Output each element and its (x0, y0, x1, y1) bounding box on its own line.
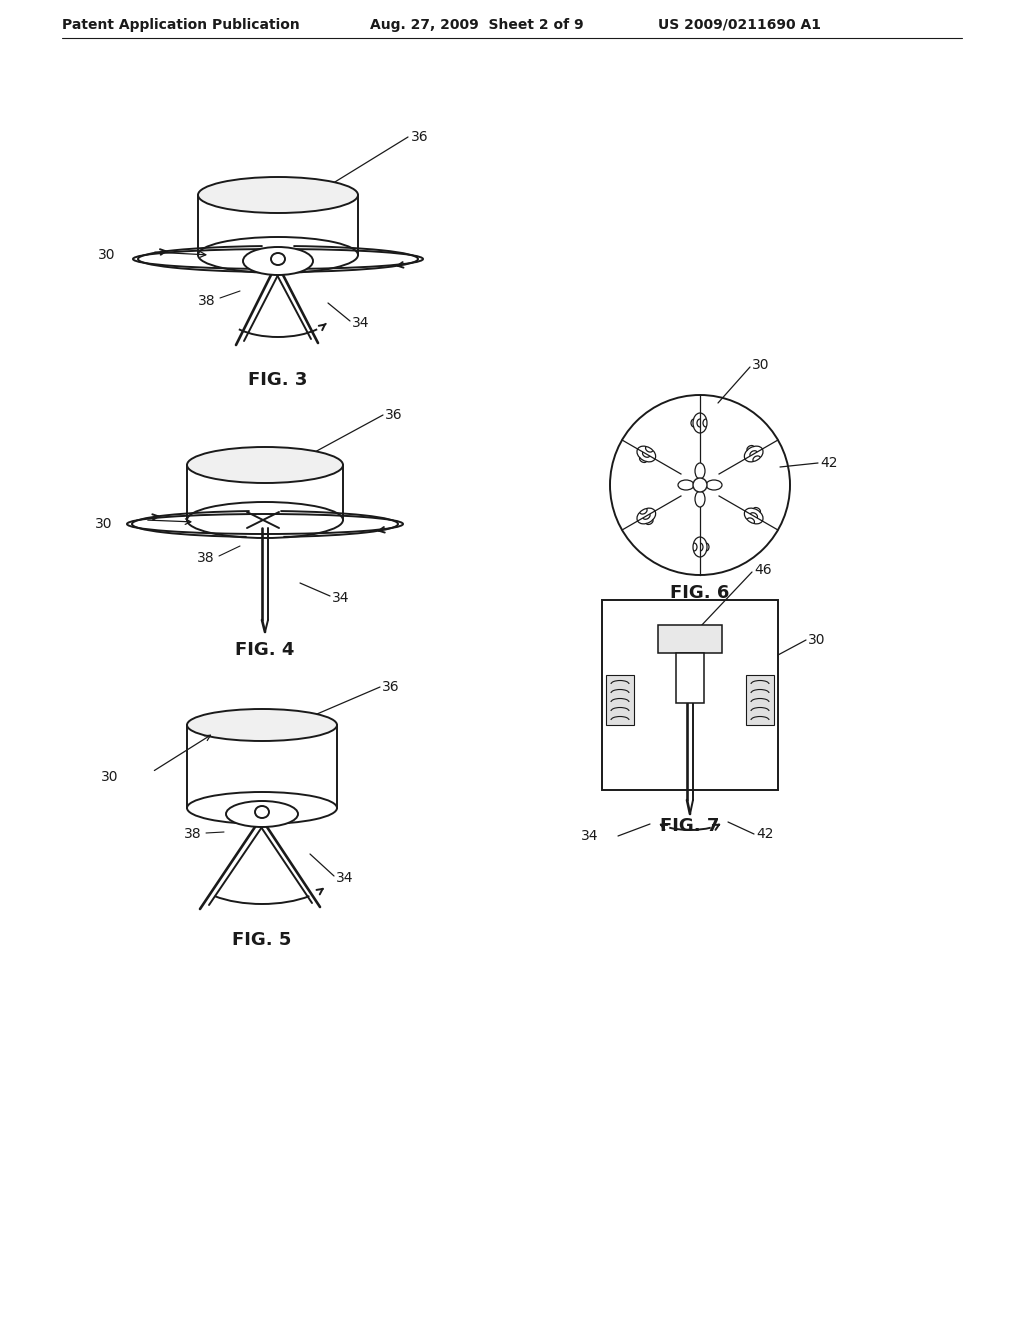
Bar (602, 601, 778, 789)
Text: 36: 36 (382, 680, 399, 694)
Text: 30: 30 (752, 358, 769, 372)
Text: FIG. 6: FIG. 6 (671, 583, 730, 602)
Text: FIG. 5: FIG. 5 (232, 931, 292, 949)
Ellipse shape (187, 709, 337, 741)
Text: 30: 30 (94, 517, 112, 531)
Text: Patent Application Publication: Patent Application Publication (62, 18, 300, 32)
Text: 36: 36 (411, 129, 429, 144)
Text: 30: 30 (100, 770, 118, 784)
Ellipse shape (187, 447, 343, 483)
Text: 38: 38 (199, 294, 216, 308)
Text: US 2009/0211690 A1: US 2009/0211690 A1 (658, 18, 821, 32)
Text: 36: 36 (385, 408, 402, 422)
Text: 46: 46 (754, 564, 772, 577)
Bar (746, 675, 774, 725)
Text: 34: 34 (352, 315, 370, 330)
Text: 38: 38 (184, 828, 202, 841)
Text: 30: 30 (97, 248, 115, 261)
Bar (658, 624, 722, 653)
Ellipse shape (706, 480, 722, 490)
Bar (676, 653, 705, 704)
Ellipse shape (255, 807, 269, 818)
Text: 42: 42 (820, 455, 838, 470)
Text: 34: 34 (332, 591, 349, 605)
Ellipse shape (271, 253, 285, 265)
Ellipse shape (243, 247, 313, 275)
Text: Aug. 27, 2009  Sheet 2 of 9: Aug. 27, 2009 Sheet 2 of 9 (370, 18, 584, 32)
Text: 34: 34 (336, 871, 353, 884)
Text: FIG. 7: FIG. 7 (660, 817, 720, 836)
Ellipse shape (695, 463, 705, 479)
Bar (606, 675, 634, 725)
Ellipse shape (693, 478, 707, 492)
Ellipse shape (226, 801, 298, 828)
Text: 34: 34 (581, 829, 598, 843)
Ellipse shape (198, 177, 358, 213)
Ellipse shape (610, 395, 790, 576)
Text: 42: 42 (756, 828, 773, 841)
Text: FIG. 3: FIG. 3 (248, 371, 307, 389)
Ellipse shape (695, 491, 705, 507)
Text: 38: 38 (198, 550, 215, 565)
Text: FIG. 4: FIG. 4 (236, 642, 295, 659)
Ellipse shape (678, 480, 694, 490)
Text: 30: 30 (808, 634, 825, 647)
